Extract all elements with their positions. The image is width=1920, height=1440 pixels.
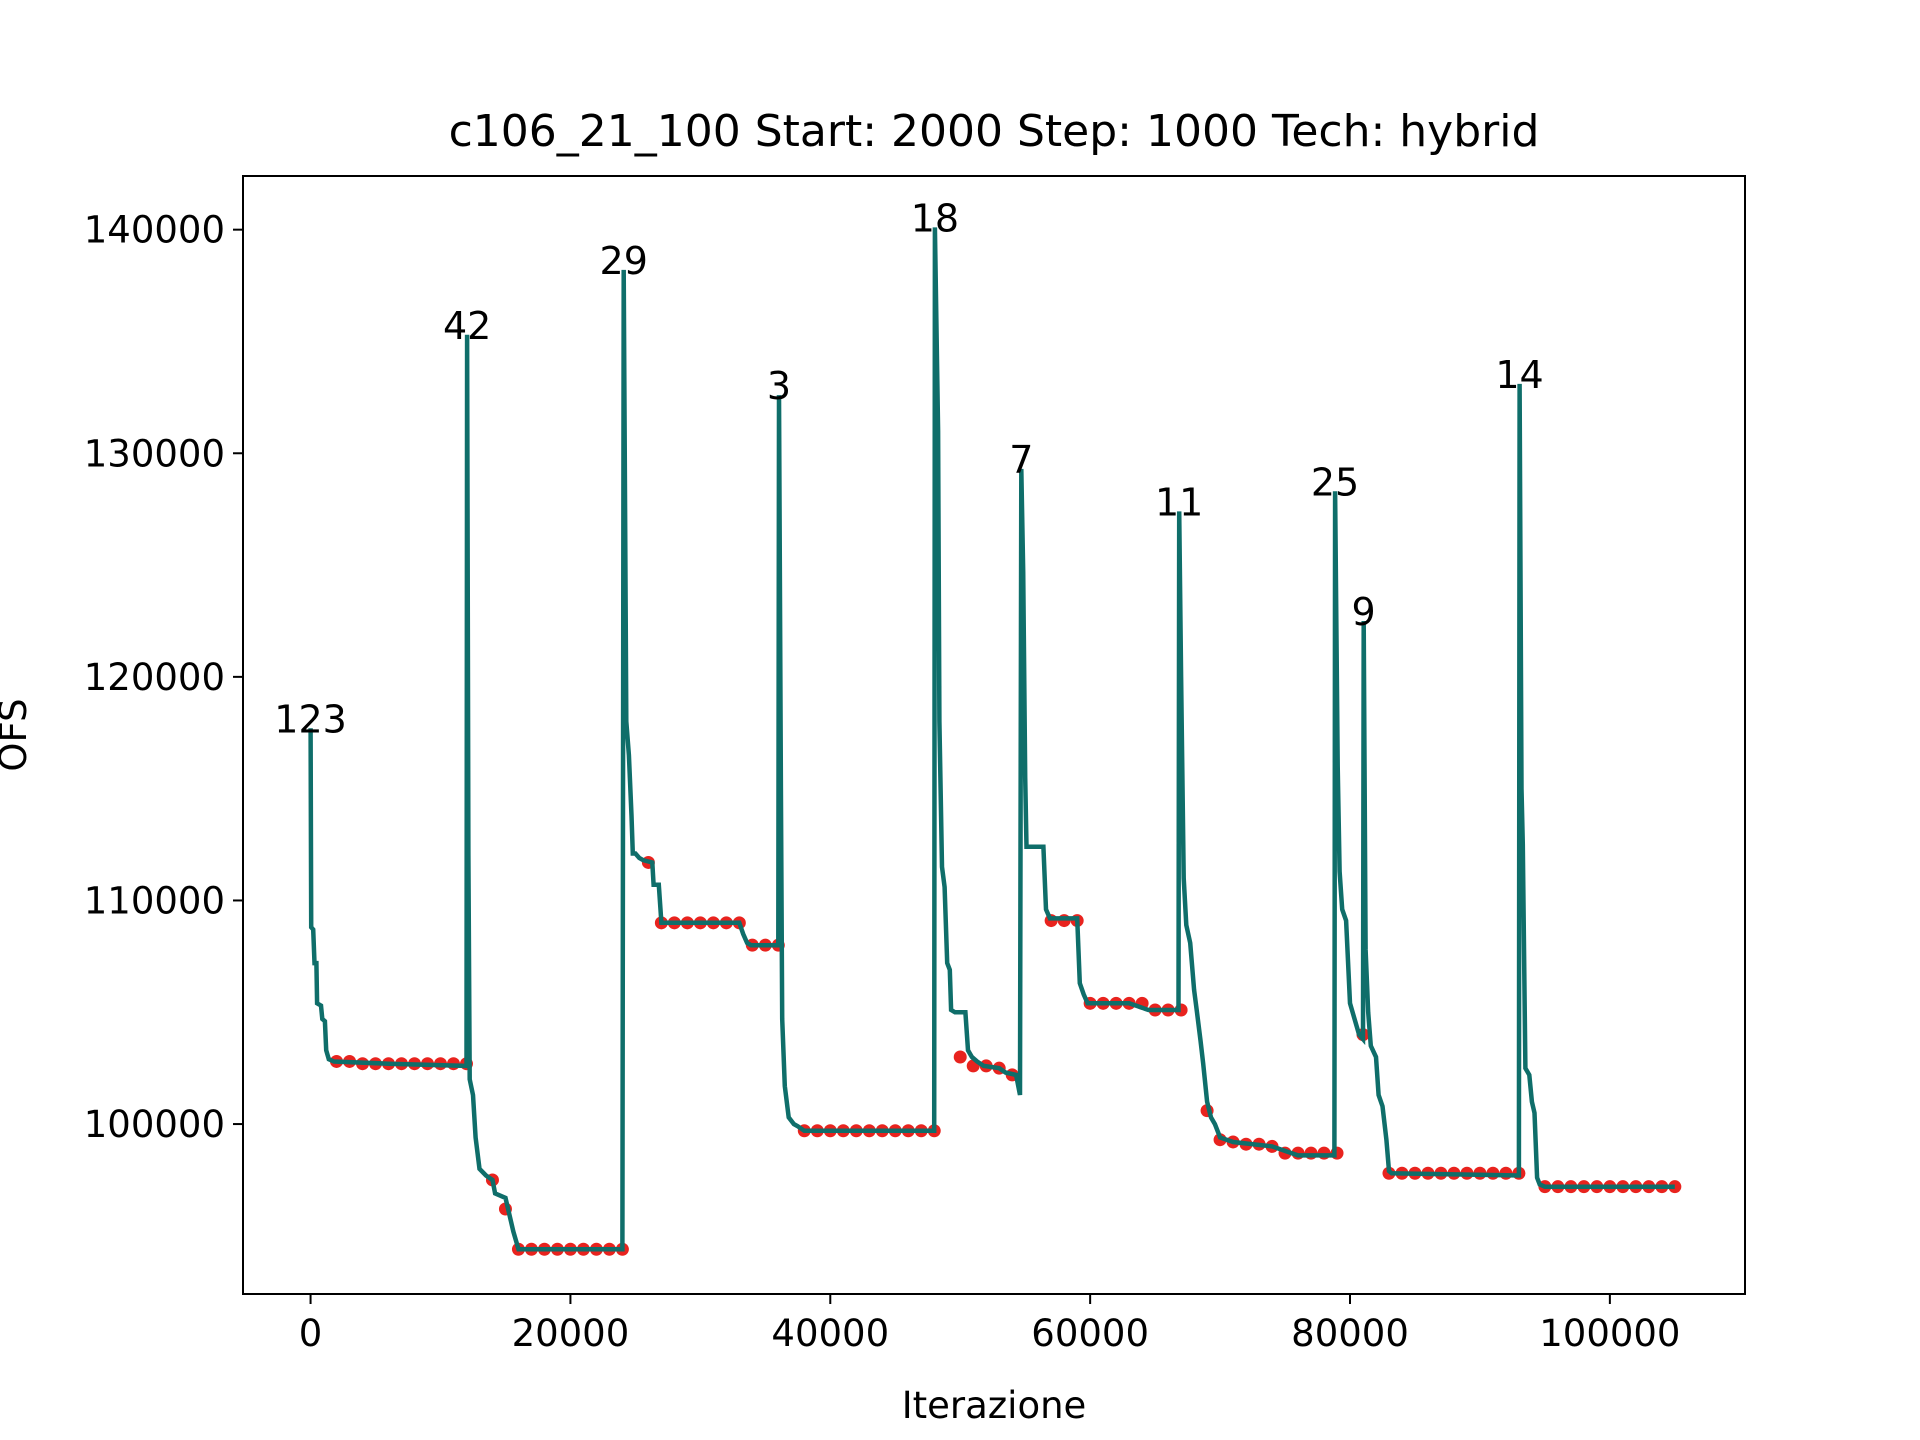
data-point: [953, 1050, 967, 1064]
peak-annotation: 123: [274, 697, 347, 741]
y-tick-label: 110000: [84, 879, 225, 922]
x-tick-label: 40000: [771, 1312, 889, 1355]
y-axis: 100000 110000 120000 130000 140000: [84, 209, 243, 1146]
plot-frame: [242, 175, 1746, 1295]
x-tick-label: 20000: [512, 1312, 630, 1355]
chart-title: c106_21_100 Start: 2000 Step: 1000 Tech:…: [449, 106, 1540, 157]
x-tick-label: 60000: [1031, 1312, 1149, 1355]
data-point: [1668, 1180, 1682, 1194]
x-tick-label: 100000: [1539, 1312, 1680, 1355]
peak-annotation: 11: [1155, 480, 1203, 524]
series-line: [308, 227, 1675, 1252]
peak-annotation: 25: [1311, 460, 1359, 504]
x-axis-label: Iterazione: [902, 1384, 1087, 1427]
data-point: [1304, 1146, 1318, 1160]
y-tick-label: 100000: [84, 1103, 225, 1146]
peak-annotation: 14: [1495, 353, 1543, 397]
y-axis-label: OFS: [0, 698, 35, 771]
peak-annotation: 3: [767, 364, 791, 408]
y-tick-label: 120000: [84, 656, 225, 699]
peak-annotation: 42: [443, 304, 491, 348]
peak-annotation: 18: [911, 196, 959, 240]
x-tick-label: 0: [299, 1312, 323, 1355]
peak-annotation: 9: [1352, 590, 1376, 634]
data-lines: [308, 227, 1675, 1252]
peak-annotation: 7: [1009, 438, 1033, 482]
y-tick-label: 140000: [84, 209, 225, 252]
data-point: [1317, 1146, 1331, 1160]
annotations: 123 42 29 3 18 7 11 25 9 14: [274, 196, 1543, 741]
x-axis: 0 20000 40000 60000 80000 100000: [299, 1294, 1680, 1355]
peak-annotation: 29: [600, 239, 648, 283]
y-tick-label: 130000: [84, 432, 225, 475]
x-tick-label: 80000: [1291, 1312, 1409, 1355]
